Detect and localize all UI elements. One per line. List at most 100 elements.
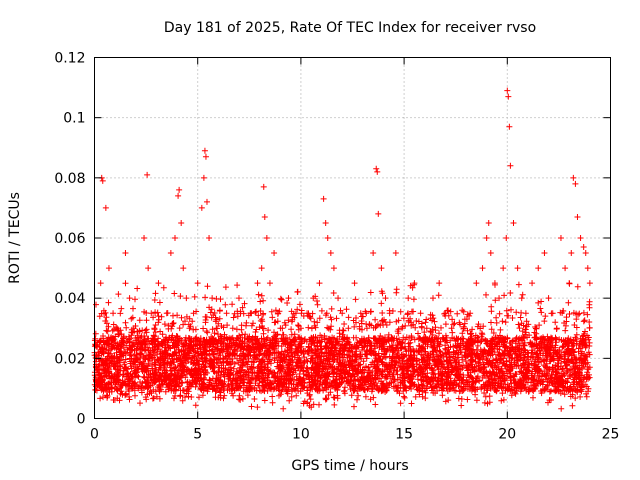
data-point <box>572 180 579 187</box>
data-point <box>202 153 209 160</box>
data-point <box>167 250 174 257</box>
y-tick-label: 0.04 <box>54 291 85 307</box>
data-point <box>114 325 121 332</box>
data-point <box>163 310 170 317</box>
data-point <box>454 340 461 347</box>
data-point <box>375 210 382 217</box>
data-point <box>582 250 589 257</box>
data-point <box>557 235 564 241</box>
data-point <box>242 331 249 338</box>
data-point <box>541 250 548 257</box>
data-point <box>176 186 183 193</box>
data-point <box>285 295 292 302</box>
data-point <box>506 123 513 130</box>
data-point <box>374 168 381 175</box>
data-point <box>479 265 486 272</box>
y-tick-label: 0 <box>77 412 86 428</box>
data-point <box>586 280 593 287</box>
data-point <box>330 265 337 272</box>
data-point <box>97 280 104 287</box>
data-point <box>473 280 480 287</box>
data-point <box>320 195 327 202</box>
data-point <box>141 235 148 241</box>
x-tick-label: 25 <box>602 427 620 443</box>
y-tick-label: 0.02 <box>54 351 85 367</box>
noise-band-points <box>91 280 593 412</box>
data-point <box>436 280 443 287</box>
data-point <box>392 250 399 257</box>
x-tick-label: 15 <box>395 427 413 443</box>
data-point <box>529 280 536 287</box>
data-point <box>386 310 393 317</box>
data-point <box>304 310 311 317</box>
data-point <box>522 310 529 317</box>
data-point <box>351 280 358 287</box>
data-point <box>126 295 133 302</box>
data-point <box>171 235 178 241</box>
data-point <box>151 325 158 332</box>
data-point <box>297 325 304 332</box>
data-point <box>322 219 329 226</box>
data-point <box>155 280 162 287</box>
data-point <box>209 295 216 302</box>
data-point <box>357 310 364 317</box>
data-point <box>316 280 323 287</box>
data-point <box>110 310 117 317</box>
data-point <box>518 295 525 302</box>
data-point <box>566 280 573 287</box>
data-point <box>411 280 418 287</box>
data-point <box>248 310 255 317</box>
data-point <box>102 204 109 211</box>
data-point <box>235 295 242 302</box>
data-point <box>577 235 584 241</box>
data-point <box>263 235 270 241</box>
data-point <box>99 177 106 184</box>
data-point <box>203 198 210 205</box>
data-point <box>266 280 273 287</box>
data-point <box>553 325 560 332</box>
data-point <box>271 250 278 257</box>
data-point <box>275 310 282 317</box>
data-point <box>201 147 208 154</box>
data-point <box>145 265 152 272</box>
data-point <box>148 310 155 317</box>
data-point <box>159 331 166 338</box>
data-point <box>194 280 201 287</box>
chart-title: Day 181 of 2025, Rate Of TEC Index for r… <box>164 20 536 36</box>
data-point <box>327 250 334 257</box>
data-point <box>545 295 552 302</box>
data-point <box>504 87 511 94</box>
data-point <box>442 310 449 317</box>
data-point <box>373 165 380 172</box>
data-point <box>261 213 268 220</box>
data-point <box>562 265 569 272</box>
data-point <box>180 265 187 272</box>
data-point <box>118 331 125 338</box>
data-point <box>206 235 213 241</box>
data-point <box>570 174 577 181</box>
data-point <box>105 265 112 272</box>
data-point <box>258 265 265 272</box>
data-point <box>580 244 587 251</box>
data-point <box>291 331 298 338</box>
data-point <box>198 204 205 211</box>
x-tick-label: 10 <box>292 427 310 443</box>
data-point <box>535 265 542 272</box>
data-point <box>378 265 385 272</box>
data-point <box>363 325 370 332</box>
x-tick-label: 0 <box>90 427 99 443</box>
data-point <box>483 235 490 241</box>
data-point <box>254 280 261 287</box>
x-tick-label: 20 <box>498 427 516 443</box>
data-point <box>417 310 424 317</box>
data-point <box>217 340 224 347</box>
data-point <box>510 219 517 226</box>
data-point <box>260 183 267 190</box>
data-point <box>568 250 575 257</box>
data-point <box>507 162 514 169</box>
data-point <box>339 310 346 317</box>
data-point <box>310 295 317 302</box>
data-point <box>175 192 182 199</box>
data-point <box>505 93 512 100</box>
